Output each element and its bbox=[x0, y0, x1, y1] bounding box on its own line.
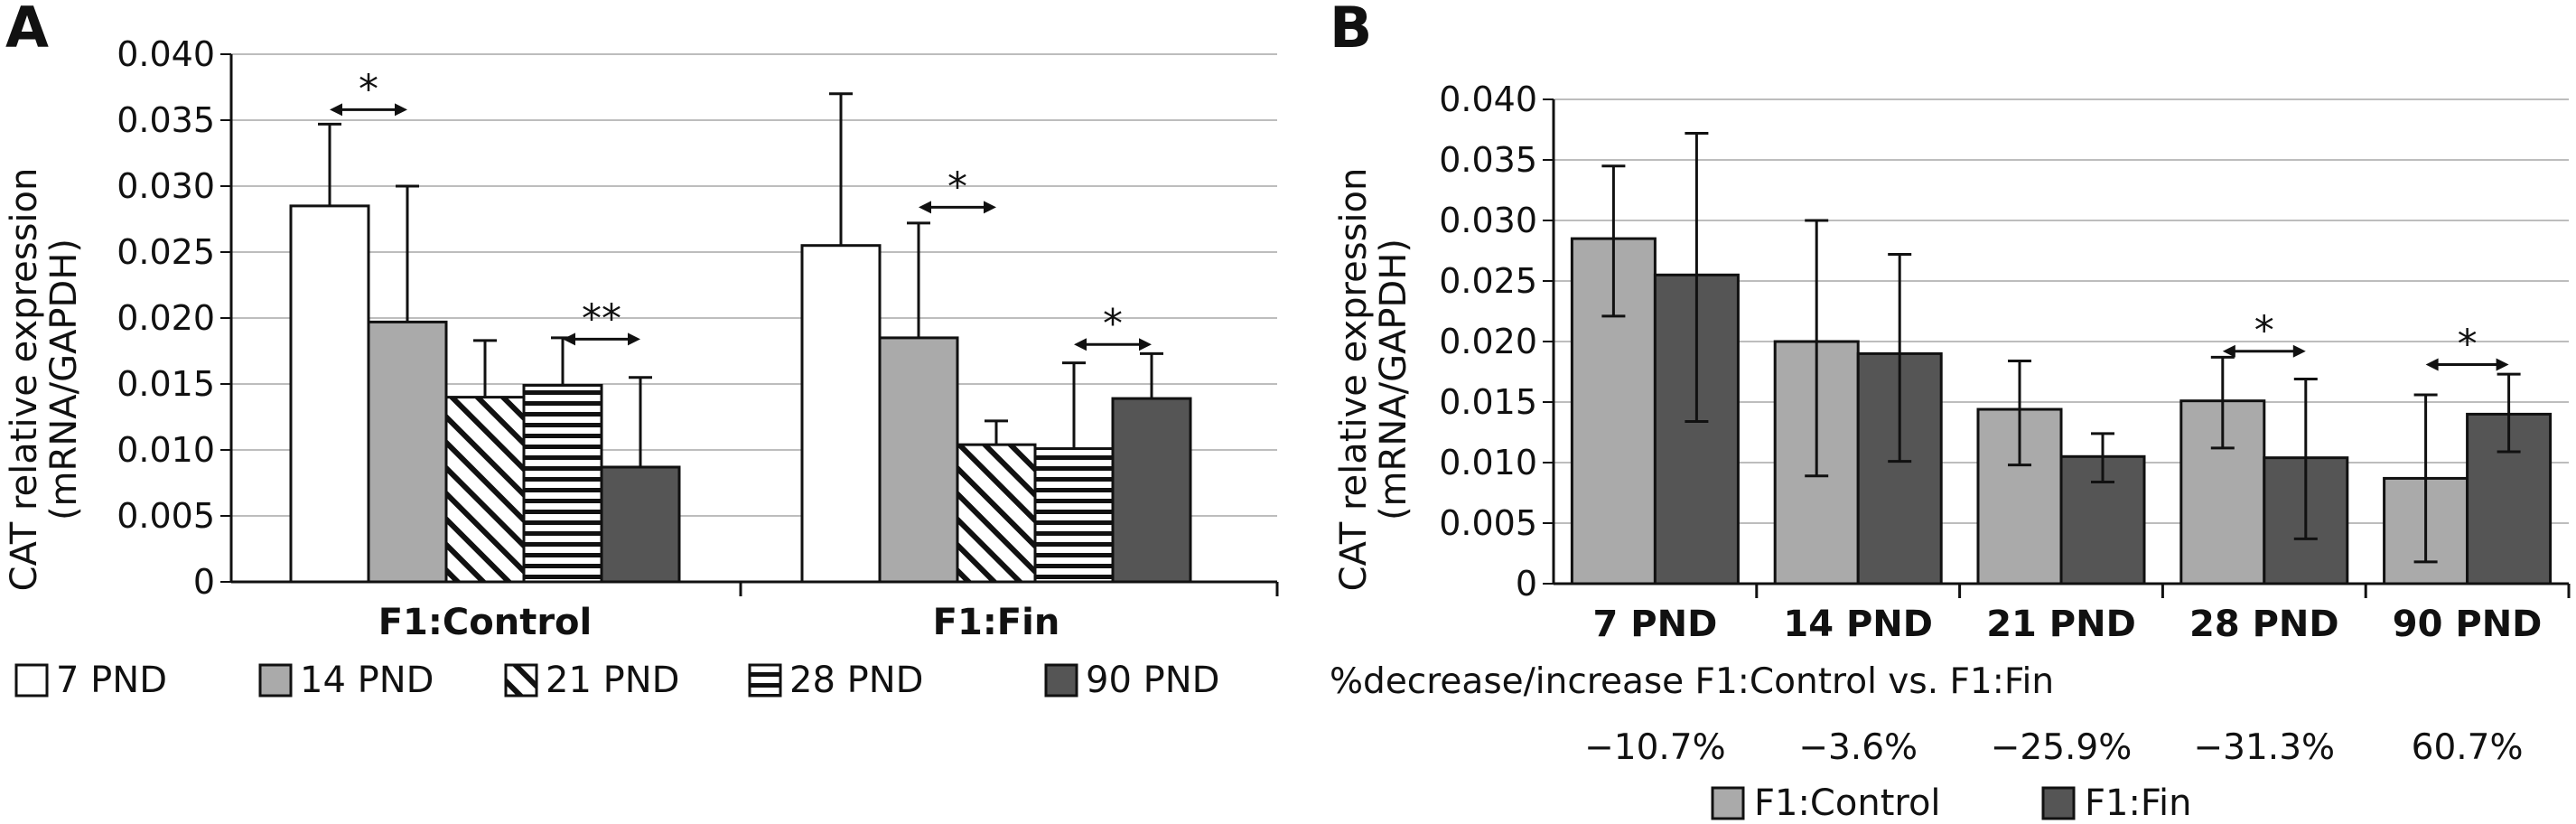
a-bar bbox=[800, 244, 882, 584]
b-significance-label: * bbox=[2458, 321, 2478, 367]
panel-a: A CAT relative expression (mRNA/GAPDH) 0… bbox=[4, 0, 1279, 701]
a-bar bbox=[1033, 447, 1115, 584]
b-change-value: 60.7% bbox=[2412, 727, 2524, 768]
a-significance-arrow-right bbox=[1139, 338, 1152, 351]
a-bar bbox=[522, 383, 603, 584]
a-legend-swatch bbox=[258, 663, 293, 698]
b-category-label: 7 PND bbox=[1593, 604, 1718, 645]
a-legend-swatch bbox=[748, 663, 782, 698]
a-legend-label: 7 PND bbox=[56, 660, 167, 701]
a-significance-arrow-left bbox=[563, 332, 575, 346]
b-ytick-label: 0.010 bbox=[1439, 443, 1537, 482]
panel-a-ylabel-line1: CAT relative expression bbox=[4, 168, 45, 592]
a-group-label: F1:Control bbox=[378, 602, 593, 643]
a-significance-arrow-left bbox=[330, 103, 342, 117]
b-legend-label: F1:Fin bbox=[2085, 782, 2192, 824]
b-ytick-label: 0.015 bbox=[1439, 382, 1537, 422]
b-ytick-label: 0 bbox=[1516, 564, 1537, 604]
a-legend-label: 90 PND bbox=[1086, 660, 1219, 701]
b-ytick-label: 0.025 bbox=[1439, 261, 1537, 301]
panel-a-letter: A bbox=[5, 0, 49, 61]
a-legend-swatch bbox=[14, 663, 49, 698]
b-legend-swatch bbox=[1711, 786, 1745, 820]
panel-b: B CAT relative expression (mRNA/GAPDH) 0… bbox=[1330, 0, 2571, 824]
a-significance-arrow-right bbox=[984, 201, 996, 214]
b-ytick-label: 0.005 bbox=[1439, 503, 1537, 543]
a-bar bbox=[1111, 397, 1192, 584]
a-legend-label: 28 PND bbox=[789, 660, 923, 701]
b-significance-arrow-right bbox=[2496, 358, 2509, 371]
a-significance-arrow-right bbox=[395, 103, 407, 117]
b-significance-arrow-left bbox=[2425, 358, 2439, 371]
a-group-label: F1:Fin bbox=[933, 602, 1060, 643]
change-title: %decrease/increase F1:Control vs. F1:Fin bbox=[1330, 661, 2054, 702]
a-significance-arrow-left bbox=[919, 201, 931, 214]
b-ytick-label: 0.035 bbox=[1439, 140, 1537, 180]
a-legend-label: 21 PND bbox=[546, 660, 679, 701]
a-significance-label: ** bbox=[582, 295, 621, 342]
a-ytick-label: 0.035 bbox=[117, 100, 215, 140]
a-significance-label: * bbox=[1103, 301, 1123, 347]
a-ytick-label: 0.030 bbox=[117, 166, 215, 206]
panel-a-ylabel-line2: (mRNA/GAPDH) bbox=[43, 239, 85, 520]
a-ytick-label: 0.025 bbox=[117, 232, 215, 272]
a-bar bbox=[878, 336, 959, 584]
a-significance-label: * bbox=[947, 164, 967, 210]
b-change-value: −31.3% bbox=[2194, 727, 2336, 768]
b-category-label: 90 PND bbox=[2393, 604, 2543, 645]
panel-b-ylabel-line1: CAT relative expression bbox=[1333, 168, 1375, 592]
a-bar bbox=[956, 443, 1037, 584]
a-ytick-label: 0.005 bbox=[117, 496, 215, 536]
b-change-value: −3.6% bbox=[1798, 727, 1918, 768]
b-category-label: 14 PND bbox=[1783, 604, 1933, 645]
b-category-label: 21 PND bbox=[1986, 604, 2136, 645]
a-legend-label: 14 PND bbox=[300, 660, 434, 701]
a-significance-arrow-left bbox=[1074, 338, 1087, 351]
a-legend-swatch bbox=[1044, 663, 1078, 698]
b-significance-arrow-right bbox=[2292, 344, 2306, 358]
a-ytick-label: 0.010 bbox=[117, 430, 215, 470]
a-legend-swatch bbox=[504, 663, 538, 698]
panel-b-letter: B bbox=[1330, 0, 1372, 61]
a-ytick-label: 0.015 bbox=[117, 364, 215, 404]
b-legend-label: F1:Control bbox=[1754, 782, 1941, 824]
a-significance-label: * bbox=[359, 66, 378, 112]
a-ytick-label: 0 bbox=[193, 562, 215, 602]
a-ytick-label: 0.040 bbox=[117, 34, 215, 74]
a-bar bbox=[289, 204, 370, 584]
b-change-value: −25.9% bbox=[1991, 727, 2133, 768]
b-change-value: −10.7% bbox=[1584, 727, 1726, 768]
a-bar bbox=[600, 465, 681, 584]
b-legend-swatch bbox=[2041, 786, 2076, 820]
a-bar bbox=[444, 396, 526, 584]
b-significance-arrow-left bbox=[2222, 344, 2235, 358]
b-significance-label: * bbox=[2254, 308, 2274, 354]
b-ytick-label: 0.030 bbox=[1439, 201, 1537, 240]
panel-b-ylabel-line2: (mRNA/GAPDH) bbox=[1373, 239, 1414, 520]
b-ytick-label: 0.040 bbox=[1439, 80, 1537, 119]
b-category-label: 28 PND bbox=[2189, 604, 2339, 645]
b-ytick-label: 0.020 bbox=[1439, 322, 1537, 361]
a-significance-arrow-right bbox=[628, 332, 640, 346]
a-ytick-label: 0.020 bbox=[117, 298, 215, 338]
a-bar bbox=[367, 320, 448, 584]
